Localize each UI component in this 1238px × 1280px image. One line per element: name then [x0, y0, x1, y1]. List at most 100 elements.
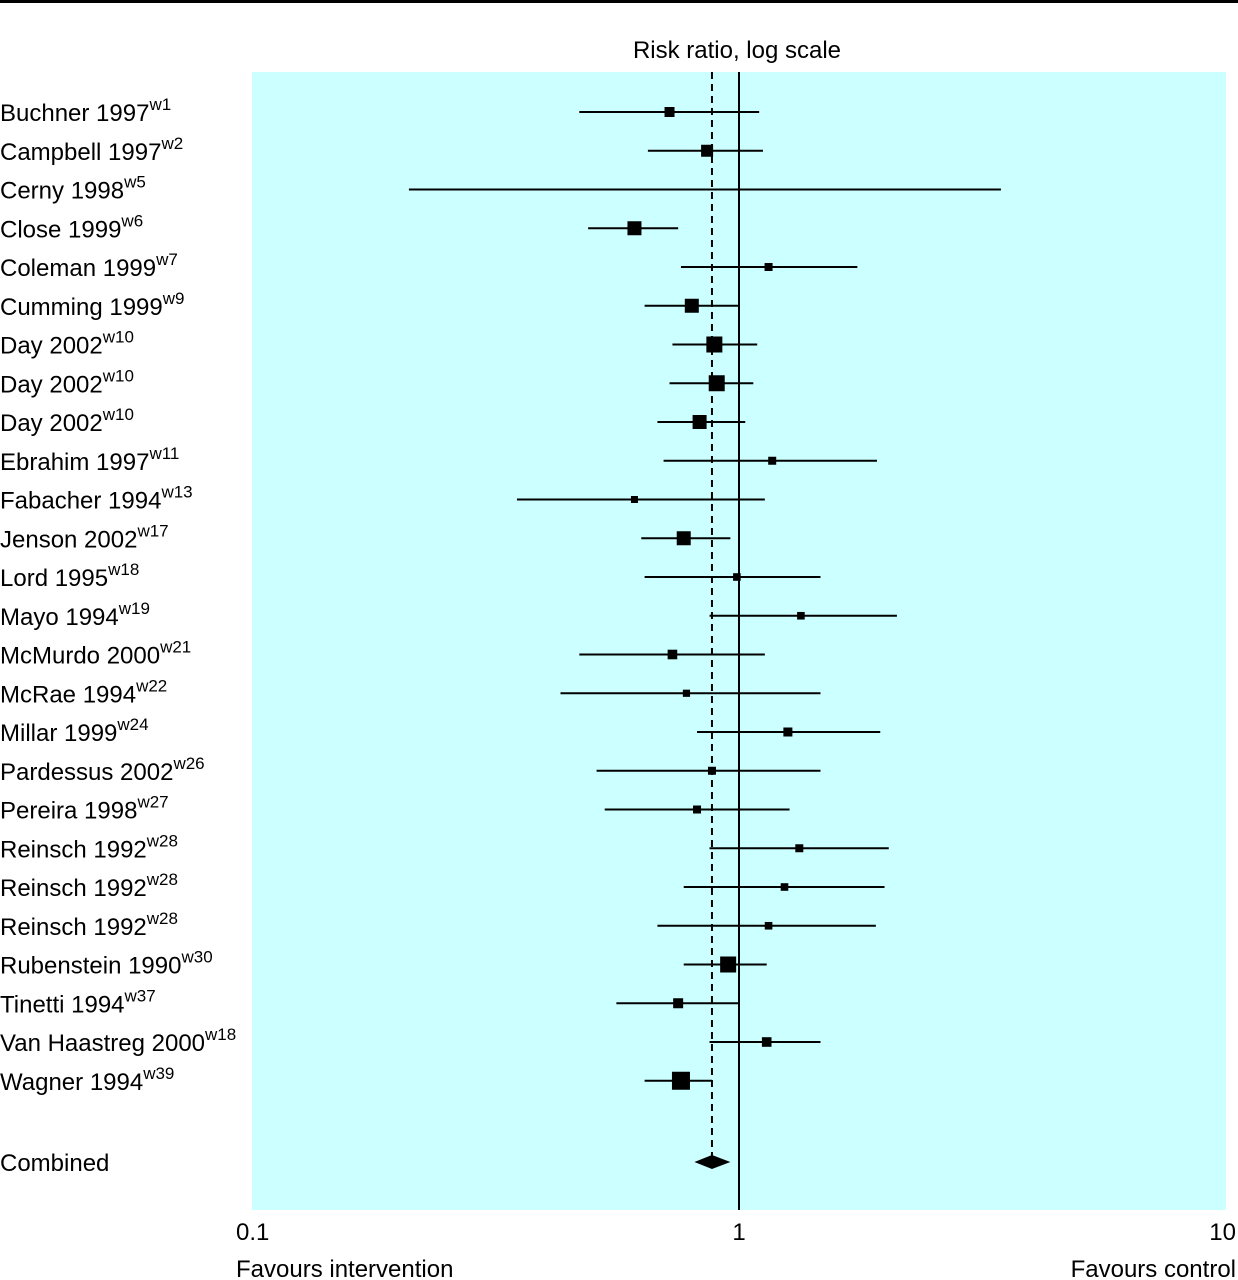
- point-estimate: [693, 805, 702, 814]
- favours-control-label: Favours control: [1071, 1256, 1236, 1280]
- study-row: Reinsch 1992w28: [0, 870, 885, 902]
- point-estimate: [795, 844, 804, 853]
- study-row: Millar 1999w24: [0, 715, 881, 747]
- study-label: Campbell 1997w2: [0, 134, 183, 166]
- point-estimate: [684, 298, 699, 313]
- study-reference: w10: [102, 405, 134, 424]
- study-name: Close 1999: [0, 216, 121, 243]
- study-label: Lord 1995w18: [0, 560, 139, 592]
- study-reference: w28: [146, 870, 178, 889]
- point-estimate: [664, 107, 675, 117]
- study-row: Day 2002w10: [0, 366, 754, 398]
- study-label: Coleman 1999w7: [0, 250, 178, 282]
- study-row: Cerny 1998w5: [0, 173, 1001, 205]
- study-reference: w6: [120, 211, 143, 230]
- study-name: Pardessus 2002: [0, 759, 173, 786]
- point-estimate: [706, 336, 723, 353]
- study-reference: w28: [146, 831, 178, 850]
- study-reference: w7: [155, 250, 178, 269]
- point-estimate: [780, 883, 789, 891]
- study-row: Close 1999w6: [0, 211, 679, 243]
- study-name: Pereira 1998: [0, 798, 137, 825]
- point-estimate: [708, 375, 725, 392]
- study-row: Wagner 1994w39: [0, 1064, 712, 1096]
- study-label: Cumming 1999w9: [0, 289, 184, 321]
- study-label: Tinetti 1994w37: [0, 986, 156, 1018]
- point-estimate: [692, 415, 707, 429]
- study-row: Buchner 1997w1: [0, 95, 760, 127]
- study-label: Jenson 2002w17: [0, 521, 169, 553]
- study-row: Lord 1995w18: [0, 560, 821, 592]
- study-label: Reinsch 1992w28: [0, 831, 178, 863]
- study-reference: w5: [123, 173, 146, 192]
- study-name: Fabacher 1994: [0, 488, 161, 515]
- study-name: Rubenstein 1990: [0, 953, 181, 980]
- study-name: Jenson 2002: [0, 526, 137, 553]
- study-name: Mayo 1994: [0, 604, 119, 631]
- top-rule: [0, 0, 1238, 3]
- study-row: McMurdo 2000w21: [0, 638, 765, 670]
- study-label: Fabacher 1994w13: [0, 483, 193, 515]
- study-label: McRae 1994w22: [0, 676, 167, 708]
- study-row: Pereira 1998w27: [0, 793, 790, 825]
- study-name: McMurdo 2000: [0, 643, 160, 670]
- point-estimate: [783, 727, 793, 737]
- study-row: McRae 1994w22: [0, 676, 821, 708]
- point-estimate: [720, 956, 737, 973]
- study-label: Rubenstein 1990w30: [0, 948, 213, 980]
- study-label: Reinsch 1992w28: [0, 870, 178, 902]
- point-estimate: [764, 263, 773, 271]
- study-name: Day 2002: [0, 410, 103, 437]
- point-estimate: [764, 921, 773, 930]
- study-label: McMurdo 2000w21: [0, 638, 191, 670]
- study-name: Reinsch 1992: [0, 875, 147, 902]
- study-name: Day 2002: [0, 371, 103, 398]
- study-name: Cumming 1999: [0, 294, 163, 321]
- study-label: Day 2002w10: [0, 405, 134, 437]
- study-row: Jenson 2002w17: [0, 521, 731, 553]
- study-reference: w24: [116, 715, 148, 734]
- study-row: Mayo 1994w19: [0, 599, 897, 631]
- study-label: Mayo 1994w19: [0, 599, 150, 631]
- study-reference: w26: [172, 754, 204, 773]
- study-reference: w2: [160, 134, 183, 153]
- study-row: Ebrahim 1997w11: [0, 444, 877, 476]
- study-reference: w21: [159, 638, 191, 657]
- study-name: Campbell 1997: [0, 139, 161, 166]
- study-name: Van Haastreg 2000: [0, 1030, 205, 1057]
- study-name: Coleman 1999: [0, 255, 156, 282]
- study-name: Cerny 1998: [0, 178, 124, 205]
- point-estimate: [676, 531, 691, 546]
- study-label: Reinsch 1992w28: [0, 909, 178, 941]
- study-name: Reinsch 1992: [0, 836, 147, 863]
- study-reference: w9: [162, 289, 185, 308]
- study-label: Day 2002w10: [0, 366, 134, 398]
- point-estimate: [667, 649, 678, 660]
- study-reference: w37: [124, 986, 156, 1005]
- study-label: Van Haastreg 2000w18: [0, 1025, 236, 1057]
- study-name: Millar 1999: [0, 720, 117, 747]
- study-name: Wagner 1994: [0, 1069, 143, 1096]
- point-estimate: [671, 1071, 690, 1090]
- study-reference: w10: [102, 328, 134, 347]
- study-name: Lord 1995: [0, 565, 108, 592]
- point-estimate: [768, 456, 777, 465]
- study-label: Wagner 1994w39: [0, 1064, 174, 1096]
- point-estimate: [673, 998, 684, 1009]
- study-reference: w19: [118, 599, 150, 618]
- study-row: Day 2002w10: [0, 328, 758, 360]
- study-reference: w11: [148, 444, 179, 463]
- point-estimate: [630, 496, 638, 503]
- point-estimate: [761, 1037, 772, 1047]
- study-reference: w17: [136, 521, 168, 540]
- chart-title: Risk ratio, log scale: [633, 37, 841, 64]
- study-reference: w18: [107, 560, 139, 579]
- point-estimate: [707, 766, 716, 775]
- tick-label: 0.1: [236, 1219, 269, 1246]
- study-reference: w1: [148, 95, 171, 114]
- study-row: Rubenstein 1990w30: [0, 948, 767, 980]
- study-reference: w18: [204, 1025, 236, 1044]
- study-label: Ebrahim 1997w11: [0, 444, 179, 476]
- study-label: Day 2002w10: [0, 328, 134, 360]
